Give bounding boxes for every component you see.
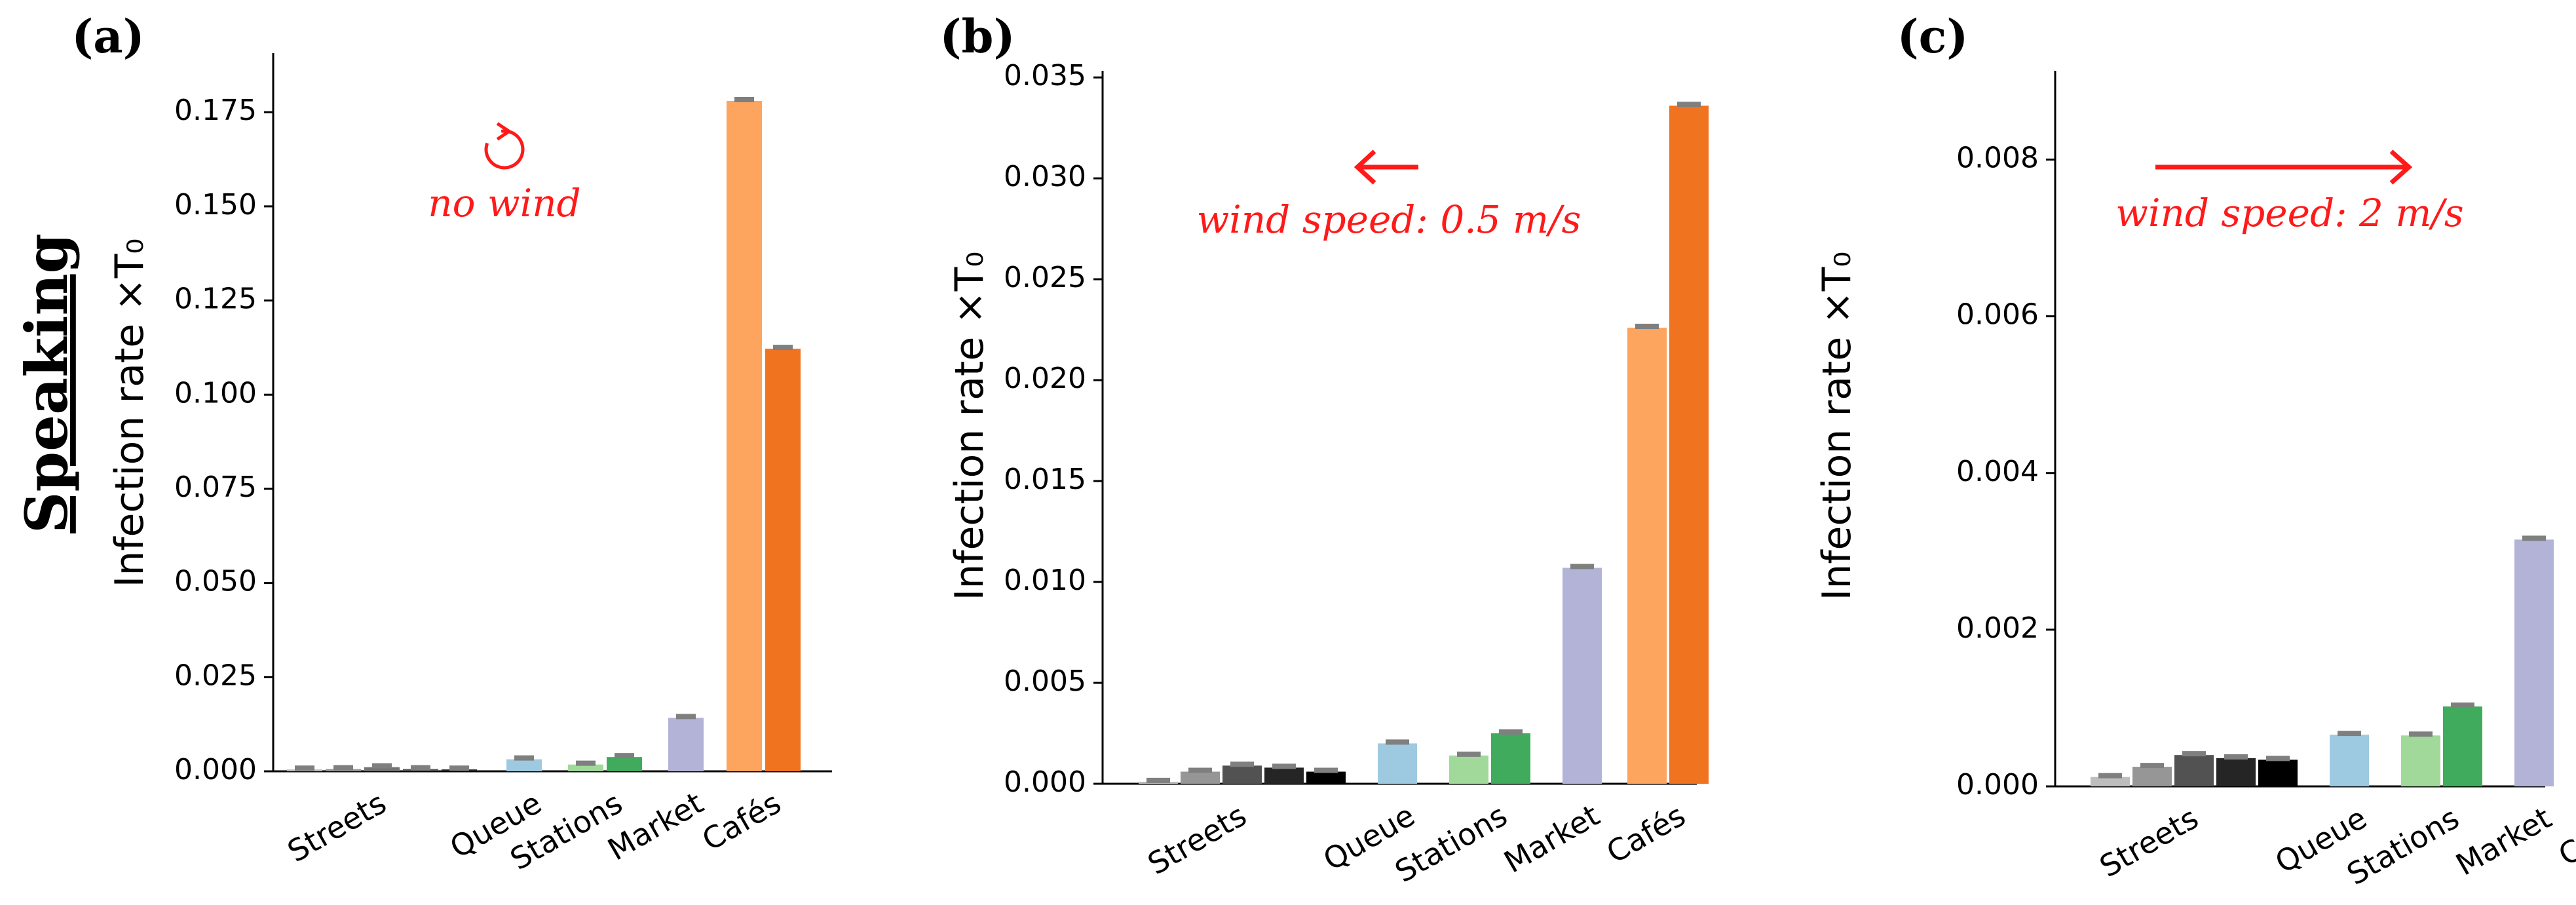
y-axis-label: Infection rate ×T₀: [107, 239, 153, 588]
bar-stations: [2401, 735, 2440, 786]
bar-cafs: [727, 100, 762, 772]
bar-streets: [364, 767, 400, 771]
x-tick-label: Cafés: [696, 785, 787, 858]
y-tick-label: 0.125: [174, 282, 257, 316]
bar-streets: [1306, 771, 1346, 784]
y-axis-label: Infection rate ×T₀: [1814, 252, 1860, 601]
bar-stations: [607, 757, 642, 771]
panel-b: (b) Infection rate ×T₀ 0.000 0.005 0.010 0.01…: [939, 9, 1709, 889]
panel-a: (a) Infection rate ×T₀ 0.000 0.025 0.050 0.07…: [71, 9, 832, 877]
bar-queue: [506, 759, 542, 771]
bar-streets: [1222, 765, 1262, 784]
y-tick-label: 0.000: [174, 753, 257, 786]
bar-streets: [2174, 755, 2214, 786]
y-tick-label: 0.025: [174, 659, 257, 692]
y-tick-label: 0.004: [1956, 455, 2039, 488]
y-tick-label: 0.006: [1956, 298, 2039, 332]
bar-streets: [2216, 758, 2256, 786]
bar-market: [668, 718, 704, 771]
panel-label: (a): [71, 9, 145, 64]
bar-streets: [2091, 777, 2130, 786]
panel-label: (b): [939, 9, 1015, 64]
y-tick-label: 0.002: [1956, 611, 2039, 645]
y-tick-label: 0.000: [1004, 765, 1086, 799]
y-tick-label: 0.050: [174, 565, 257, 598]
bar-stations: [1449, 755, 1488, 784]
x-tick-label: Market: [2450, 800, 2558, 883]
y-tick-label: 0.150: [174, 188, 257, 221]
y-tick-label: 0.000: [1956, 768, 2039, 801]
x-tick-label: Streets: [1142, 798, 1253, 882]
bar-cafs: [765, 349, 801, 771]
bar-cafs: [1627, 328, 1667, 784]
y-tick-label: 0.020: [1004, 362, 1086, 395]
x-tick-label: Cafés: [1601, 798, 1692, 870]
y-tick-label: 0.030: [1004, 160, 1086, 193]
panel-c: (c) Infection rate ×T₀ 0.000 0.002 0.004 0.00…: [1814, 9, 2576, 892]
y-tick-label: 0.100: [174, 376, 257, 410]
rotating-arrow-icon: [484, 122, 525, 170]
y-tick-label: 0.075: [174, 471, 257, 504]
y-tick-label: 0.175: [174, 94, 257, 127]
x-tick-label: Cafés: [2552, 800, 2576, 873]
bar-market: [2514, 539, 2554, 786]
bar-streets: [1181, 771, 1220, 784]
bar-streets: [1264, 767, 1304, 784]
bar-queue: [1378, 743, 1417, 784]
x-tick-label: Streets: [282, 785, 392, 870]
bar-stations: [2443, 706, 2482, 786]
bar-cafs: [1669, 106, 1709, 784]
bar-market: [1563, 568, 1602, 784]
row-label: Speaking: [12, 233, 81, 533]
bar-stations: [568, 764, 603, 771]
x-tick-label: Market: [1498, 798, 1606, 880]
wind-annotation: no wind: [428, 181, 580, 225]
bar-streets: [2132, 767, 2172, 786]
bar-stations: [1491, 733, 1530, 784]
x-tick-label: Streets: [2094, 800, 2205, 885]
y-tick-label: 0.015: [1004, 463, 1086, 496]
y-tick-label: 0.005: [1004, 664, 1086, 698]
arrow-left-icon: [1354, 149, 1418, 185]
y-tick-label: 0.025: [1004, 261, 1086, 294]
y-tick-label: 0.010: [1004, 564, 1086, 597]
y-axis-label: Infection rate ×T₀: [947, 252, 993, 601]
bar-queue: [2330, 735, 2369, 786]
wind-annotation: wind speed: 2 m/s: [2115, 191, 2463, 235]
bar-streets: [2258, 760, 2298, 786]
arrow-right-icon: [2155, 149, 2413, 185]
y-tick-label: 0.035: [1004, 59, 1086, 92]
y-tick-label: 0.008: [1956, 142, 2039, 175]
panel-label: (c): [1897, 9, 1969, 64]
x-tick-label: Market: [602, 785, 710, 868]
wind-annotation: wind speed: 0.5 m/s: [1197, 197, 1582, 242]
